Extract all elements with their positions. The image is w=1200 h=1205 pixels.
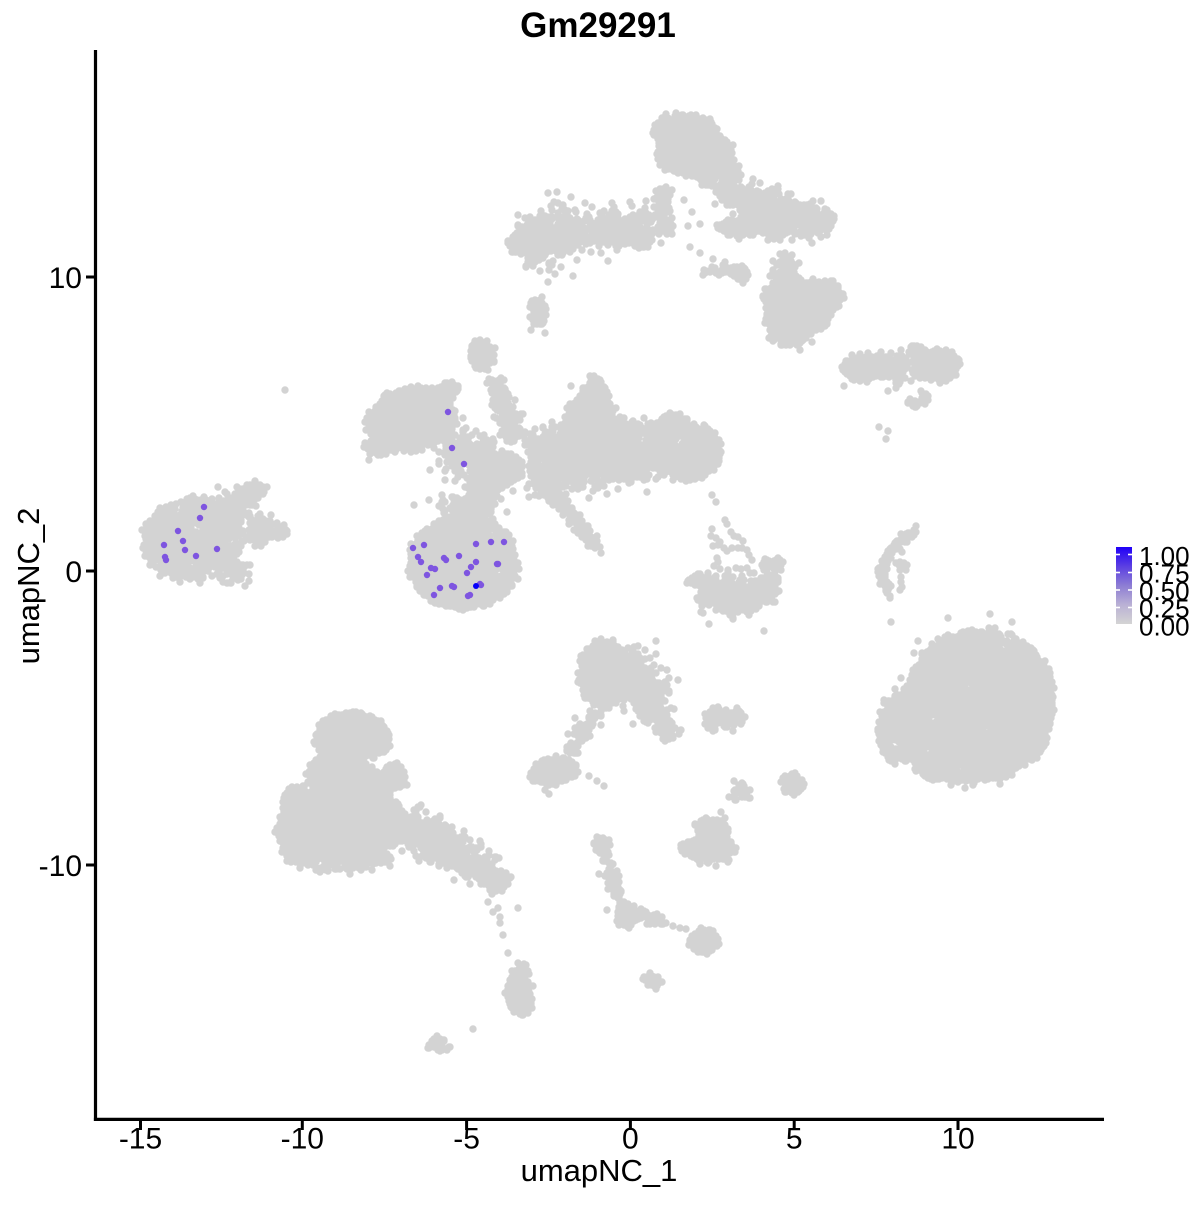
svg-text:-10: -10 [39, 850, 82, 883]
svg-text:0.00: 0.00 [1139, 611, 1190, 641]
svg-text:0.50: 0.50 [1139, 576, 1190, 606]
svg-text:0.75: 0.75 [1139, 559, 1190, 589]
svg-text:umapNC_2: umapNC_2 [11, 508, 46, 665]
svg-text:10: 10 [49, 262, 82, 295]
svg-text:-10: -10 [281, 1123, 324, 1156]
svg-text:0.25: 0.25 [1139, 594, 1190, 624]
svg-text:umapNC_1: umapNC_1 [521, 1153, 678, 1188]
svg-text:10: 10 [941, 1123, 974, 1156]
svg-text:0: 0 [622, 1123, 639, 1156]
svg-text:-15: -15 [119, 1123, 162, 1156]
svg-text:1.00: 1.00 [1139, 541, 1190, 571]
svg-text:5: 5 [786, 1123, 803, 1156]
svg-text:-5: -5 [453, 1123, 480, 1156]
svg-text:0: 0 [65, 556, 82, 589]
svg-text:Gm29291: Gm29291 [520, 6, 676, 45]
